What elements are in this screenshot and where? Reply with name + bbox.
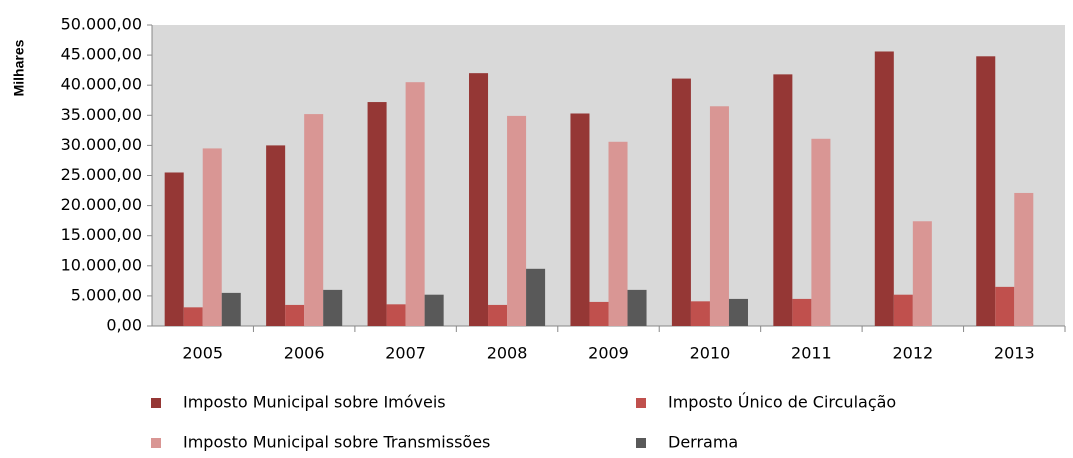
y-tick-label: 20.000,00 bbox=[61, 195, 142, 214]
bar bbox=[570, 113, 590, 326]
y-tick-label: 50.000,00 bbox=[61, 15, 142, 34]
bar bbox=[183, 307, 203, 326]
legend-swatch bbox=[636, 438, 646, 448]
bar bbox=[690, 301, 710, 326]
bar bbox=[507, 115, 527, 326]
bar bbox=[874, 51, 894, 326]
legend-swatch bbox=[151, 438, 161, 448]
bar bbox=[976, 56, 996, 326]
bar bbox=[323, 289, 343, 326]
bar bbox=[285, 304, 305, 326]
bar bbox=[1014, 192, 1034, 326]
legend-swatch bbox=[636, 398, 646, 408]
legend-label: Imposto Único de Circulação bbox=[668, 393, 896, 412]
bar bbox=[367, 102, 387, 326]
legend-label: Imposto Municipal sobre Imóveis bbox=[183, 393, 446, 412]
bar bbox=[773, 74, 793, 326]
x-tick-label: 2007 bbox=[385, 344, 426, 363]
y-tick-label: 0,00 bbox=[106, 316, 142, 335]
bar bbox=[912, 221, 932, 326]
bar bbox=[488, 304, 508, 326]
bar bbox=[627, 289, 647, 326]
legend-label: Imposto Municipal sobre Transmissões bbox=[183, 433, 490, 452]
x-tick-label: 2010 bbox=[690, 344, 731, 363]
y-tick-label: 10.000,00 bbox=[61, 255, 142, 274]
legend-label: Derrama bbox=[668, 433, 738, 452]
bar bbox=[608, 141, 628, 326]
x-tick-label: 2005 bbox=[182, 344, 223, 363]
bar bbox=[589, 301, 609, 326]
x-tick-label: 2009 bbox=[588, 344, 629, 363]
bar bbox=[811, 138, 831, 326]
y-tick-label: 15.000,00 bbox=[61, 225, 142, 244]
y-tick-label: 45.000,00 bbox=[61, 45, 142, 64]
x-tick-label: 2008 bbox=[487, 344, 528, 363]
bar bbox=[709, 106, 729, 327]
bar bbox=[893, 294, 913, 326]
bar bbox=[164, 172, 184, 326]
x-tick-label: 2013 bbox=[994, 344, 1035, 363]
bar bbox=[405, 82, 425, 326]
bar bbox=[995, 286, 1015, 326]
bar bbox=[671, 78, 691, 326]
bar bbox=[792, 298, 812, 326]
bar bbox=[386, 304, 406, 326]
y-axis-label: Milhares bbox=[11, 39, 27, 96]
bar bbox=[728, 298, 748, 326]
y-tick-label: 30.000,00 bbox=[61, 135, 142, 154]
y-tick-label: 35.000,00 bbox=[61, 105, 142, 124]
x-tick-label: 2011 bbox=[791, 344, 832, 363]
bar bbox=[266, 145, 286, 326]
y-tick-label: 40.000,00 bbox=[61, 75, 142, 94]
x-tick-label: 2006 bbox=[284, 344, 325, 363]
y-tick-label: 5.000,00 bbox=[71, 285, 142, 304]
bar bbox=[526, 268, 546, 326]
bar bbox=[304, 114, 324, 326]
bar bbox=[221, 292, 241, 326]
bar bbox=[469, 73, 489, 326]
legend-swatch bbox=[151, 398, 161, 408]
bar bbox=[424, 294, 444, 326]
x-tick-label: 2012 bbox=[892, 344, 933, 363]
y-tick-label: 25.000,00 bbox=[61, 165, 142, 184]
bar bbox=[202, 148, 222, 326]
